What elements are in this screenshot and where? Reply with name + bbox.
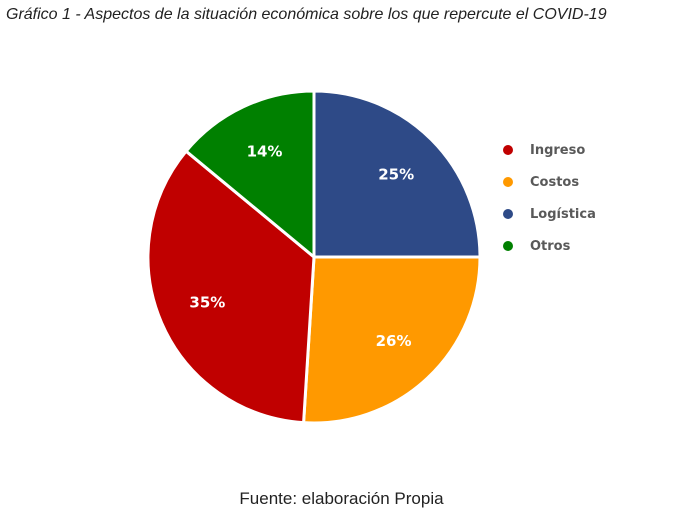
source-note: Fuente: elaboración Propia (239, 489, 444, 508)
pie-slice-otros (184, 89, 316, 259)
data-label-logistica: 25% (378, 165, 414, 183)
pie-slice-costos (302, 255, 482, 425)
legend-swatch-ingreso (503, 145, 513, 155)
data-label-costos: 26% (376, 332, 412, 350)
legend-item-costos: Costos (503, 166, 596, 198)
chart-title: Gráfico 1 - Aspectos de la situación eco… (6, 6, 607, 23)
legend-swatch-otros (503, 241, 513, 251)
legend-label-logistica: Logística (530, 206, 596, 222)
legend-swatch-costos (503, 177, 513, 187)
chart-legend: Ingreso Costos Logística Otros (503, 134, 596, 262)
legend-swatch-logistica (503, 209, 513, 219)
pie-slice-logistica (312, 89, 482, 259)
legend-item-logistica: Logística (503, 198, 596, 230)
data-label-otros: 14% (247, 142, 283, 160)
data-label-ingreso: 35% (189, 294, 225, 312)
legend-label-ingreso: Ingreso (530, 142, 586, 158)
legend-label-costos: Costos (530, 174, 580, 190)
legend-label-otros: Otros (530, 238, 571, 254)
pie-slice-ingreso (146, 149, 316, 425)
legend-item-ingreso: Ingreso (503, 134, 596, 166)
legend-item-otros: Otros (503, 230, 596, 262)
